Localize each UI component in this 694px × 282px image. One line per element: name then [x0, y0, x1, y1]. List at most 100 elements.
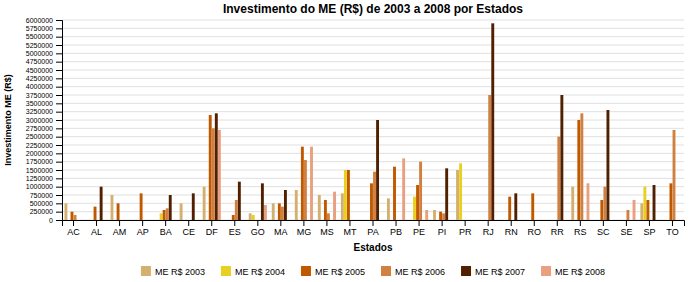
- bar: [163, 210, 166, 220]
- tick-mark: [580, 220, 581, 226]
- grid-line: [62, 86, 684, 87]
- y-tick: 750000: [30, 192, 62, 199]
- grid-line: [62, 211, 684, 212]
- tick-mark: [373, 220, 374, 226]
- tick-mark: [349, 220, 350, 226]
- x-tick: GO: [251, 220, 265, 237]
- tick-mark: [326, 220, 327, 226]
- y-tick-label: 2750000: [26, 125, 53, 132]
- bar: [600, 200, 603, 220]
- bar: [249, 213, 252, 220]
- bar: [275, 220, 278, 221]
- tick-mark: [56, 103, 62, 104]
- y-tick-label: 3000000: [26, 117, 53, 124]
- bar: [111, 195, 114, 220]
- tick-mark: [96, 220, 97, 226]
- grid-line: [62, 95, 684, 96]
- y-tick: 5500000: [26, 33, 62, 40]
- grid-line: [62, 36, 684, 37]
- x-tick: SP: [643, 220, 655, 237]
- legend-label: ME R$ 2004: [235, 267, 285, 277]
- bar: [551, 220, 554, 221]
- bar: [169, 195, 172, 220]
- bar: [74, 215, 77, 220]
- x-tick-label: MA: [274, 227, 288, 237]
- bar: [278, 203, 281, 220]
- bar: [180, 203, 183, 220]
- tick-mark: [56, 220, 62, 221]
- x-tick-label: SP: [643, 227, 655, 237]
- bar: [284, 190, 287, 220]
- bar: [238, 182, 241, 220]
- grid-line: [62, 61, 684, 62]
- bar: [676, 220, 679, 221]
- bar: [189, 220, 192, 221]
- legend-item: ME R$ 2004: [221, 266, 285, 277]
- x-tick: RS: [574, 220, 587, 237]
- tick-mark: [511, 220, 512, 226]
- legend-label: ME R$ 2006: [395, 267, 445, 277]
- bar: [379, 220, 382, 221]
- tick-mark: [56, 145, 62, 146]
- x-tick-label: PA: [367, 227, 378, 237]
- tick-mark: [56, 178, 62, 179]
- x-tick: TO: [666, 220, 678, 237]
- legend: ME R$ 2003ME R$ 2004ME R$ 2005ME R$ 2006…: [141, 266, 605, 277]
- bar: [373, 172, 376, 220]
- tick-mark: [672, 220, 673, 226]
- bar: [166, 208, 169, 220]
- grid-line: [62, 203, 684, 204]
- bar: [508, 197, 511, 220]
- y-tick: 2500000: [26, 133, 62, 140]
- tick-mark: [56, 170, 62, 171]
- bar: [633, 200, 636, 220]
- bar: [353, 220, 356, 221]
- x-tick-label: PB: [390, 227, 402, 237]
- x-tick-label: PR: [459, 227, 472, 237]
- bar: [183, 220, 186, 221]
- bar: [301, 147, 304, 220]
- grid-line: [62, 170, 684, 171]
- x-tick: PA: [367, 220, 378, 237]
- bar: [488, 95, 491, 220]
- bar: [304, 160, 307, 220]
- bar: [653, 185, 656, 220]
- bar: [630, 220, 633, 221]
- y-tick-label: 3750000: [26, 92, 53, 99]
- bar: [594, 220, 597, 221]
- bar: [548, 220, 551, 221]
- x-tick: MT: [343, 220, 356, 237]
- bar: [439, 212, 442, 220]
- bar: [485, 220, 488, 221]
- x-tick-label: RO: [528, 227, 542, 237]
- x-tick-label: MG: [297, 227, 312, 237]
- grid-line: [62, 186, 684, 187]
- x-tick: PE: [413, 220, 425, 237]
- x-tick: CE: [182, 220, 195, 237]
- legend-swatch: [301, 266, 311, 276]
- bar: [626, 210, 629, 220]
- bar: [117, 203, 120, 220]
- bar: [281, 207, 284, 220]
- bar: [456, 170, 459, 220]
- tick-mark: [56, 212, 62, 213]
- grid-line: [62, 70, 684, 71]
- plot: ACALAMAPBACEDFESGOMAMGMSMTPAPBPEPIPRRJRN…: [26, 17, 685, 238]
- y-tick: 5250000: [26, 42, 62, 49]
- x-tick: MA: [274, 220, 288, 237]
- bar: [126, 220, 129, 221]
- bar: [149, 220, 152, 221]
- bar: [571, 187, 574, 220]
- tick-mark: [488, 220, 489, 226]
- legend-label: ME R$ 2008: [555, 267, 605, 277]
- tick-mark: [56, 162, 62, 163]
- legend-item: ME R$ 2003: [141, 266, 205, 277]
- y-tick-label: 2500000: [26, 133, 53, 140]
- x-tick-label: RN: [505, 227, 518, 237]
- bar: [272, 203, 275, 220]
- bar: [640, 203, 643, 220]
- bar: [146, 220, 149, 221]
- bar: [333, 192, 336, 220]
- bar: [514, 193, 517, 220]
- bar: [436, 220, 439, 221]
